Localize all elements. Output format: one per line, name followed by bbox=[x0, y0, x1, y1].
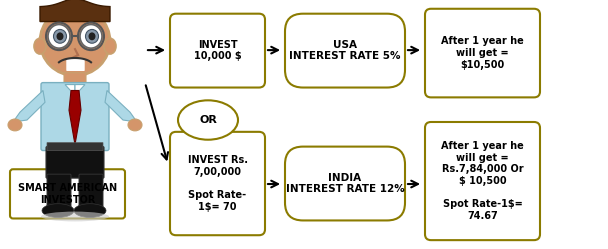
Polygon shape bbox=[75, 85, 85, 95]
Ellipse shape bbox=[8, 119, 22, 131]
Text: After 1 year he
will get =
Rs.7,84,000 Or
$ 10,500

Spot Rate-1$=
74.67: After 1 year he will get = Rs.7,84,000 O… bbox=[441, 141, 524, 221]
Text: INVEST Rs.
7,00,000

Spot Rate-
1$= 70: INVEST Rs. 7,00,000 Spot Rate- 1$= 70 bbox=[187, 155, 247, 212]
FancyBboxPatch shape bbox=[64, 73, 86, 87]
Text: After 1 year he
will get =
$10,500: After 1 year he will get = $10,500 bbox=[441, 36, 524, 70]
Text: OR: OR bbox=[199, 115, 217, 125]
Ellipse shape bbox=[74, 204, 106, 217]
Text: USA
INTEREST RATE 5%: USA INTEREST RATE 5% bbox=[289, 40, 401, 62]
FancyBboxPatch shape bbox=[285, 14, 405, 88]
Ellipse shape bbox=[48, 24, 70, 48]
Ellipse shape bbox=[41, 212, 109, 221]
FancyBboxPatch shape bbox=[425, 122, 540, 240]
FancyBboxPatch shape bbox=[285, 147, 405, 220]
Ellipse shape bbox=[178, 100, 238, 140]
Ellipse shape bbox=[89, 32, 95, 40]
Polygon shape bbox=[105, 90, 137, 122]
FancyBboxPatch shape bbox=[47, 174, 71, 208]
Text: INVEST
10,000 $: INVEST 10,000 $ bbox=[194, 40, 241, 62]
FancyBboxPatch shape bbox=[170, 132, 265, 235]
FancyBboxPatch shape bbox=[425, 9, 540, 97]
Ellipse shape bbox=[34, 38, 46, 54]
Text: INDIA
INTEREST RATE 12%: INDIA INTEREST RATE 12% bbox=[286, 173, 404, 194]
Polygon shape bbox=[40, 0, 110, 22]
Ellipse shape bbox=[42, 204, 74, 217]
FancyBboxPatch shape bbox=[46, 147, 104, 178]
FancyBboxPatch shape bbox=[170, 14, 265, 88]
Text: SMART AMERICAN
INVESTOR: SMART AMERICAN INVESTOR bbox=[18, 183, 117, 205]
Polygon shape bbox=[65, 85, 75, 95]
FancyBboxPatch shape bbox=[79, 174, 103, 208]
Polygon shape bbox=[13, 90, 45, 122]
Ellipse shape bbox=[54, 29, 66, 43]
FancyBboxPatch shape bbox=[47, 143, 103, 151]
Ellipse shape bbox=[57, 32, 63, 40]
Ellipse shape bbox=[80, 24, 102, 48]
FancyBboxPatch shape bbox=[41, 83, 109, 151]
Ellipse shape bbox=[104, 38, 116, 54]
Ellipse shape bbox=[86, 29, 98, 43]
Ellipse shape bbox=[128, 119, 142, 131]
FancyBboxPatch shape bbox=[10, 169, 125, 218]
Polygon shape bbox=[69, 90, 81, 145]
Ellipse shape bbox=[40, 7, 110, 76]
